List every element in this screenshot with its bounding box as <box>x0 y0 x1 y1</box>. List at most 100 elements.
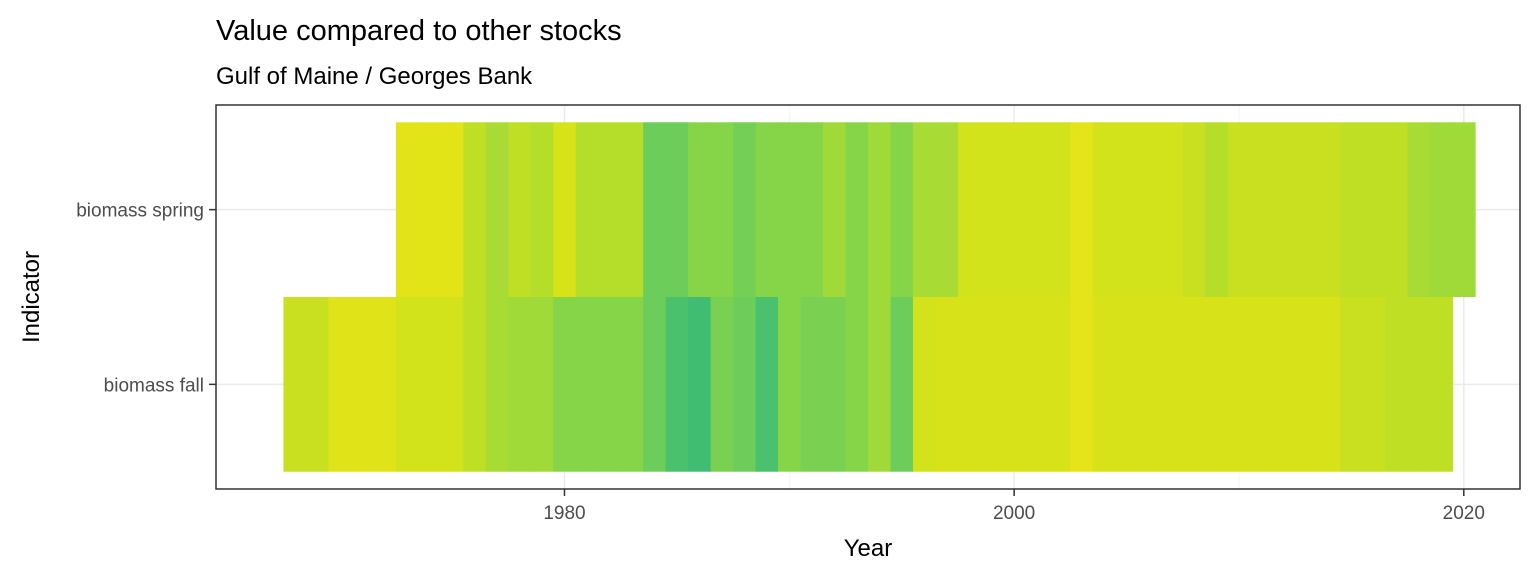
heatmap-tile <box>710 122 734 297</box>
heatmap-tile <box>440 122 464 297</box>
heatmap-tile <box>508 297 532 472</box>
heatmap-tile <box>463 297 487 472</box>
heatmap-tile <box>1385 297 1409 472</box>
chart-subtitle: Gulf of Maine / Georges Bank <box>216 63 533 90</box>
heatmap-tile <box>283 297 307 472</box>
heatmap-tile <box>1205 122 1229 297</box>
heatmap-tile <box>1227 297 1251 472</box>
heatmap-tile <box>1092 122 1116 297</box>
heatmap-tile <box>620 297 644 472</box>
heatmap-tile <box>935 122 959 297</box>
heatmap-tile <box>620 122 644 297</box>
heatmap-tile <box>598 297 622 472</box>
x-axis-title: Year <box>844 535 893 562</box>
heatmap-tile <box>912 297 937 472</box>
heatmap-tile <box>890 297 914 472</box>
heatmap-tile <box>1115 297 1139 472</box>
heatmap-tile <box>530 297 554 472</box>
heatmap-tile <box>1295 122 1319 297</box>
heatmap-tile <box>1025 122 1049 297</box>
heatmap-tile <box>1160 297 1184 472</box>
heatmap-tile <box>1025 297 1049 472</box>
heatmap-tile <box>1115 122 1139 297</box>
heatmap-tile <box>733 297 757 472</box>
heatmap-tile <box>890 122 914 297</box>
heatmap-tile <box>1047 297 1071 472</box>
heatmap-tile <box>1430 122 1454 297</box>
chart-title: Value compared to other stocks <box>216 15 622 47</box>
heatmap-tile <box>1317 297 1341 472</box>
heatmap-tile <box>1250 297 1274 472</box>
heatmap-tile <box>957 297 982 472</box>
heatmap-tile <box>778 122 802 297</box>
heatmap-tile <box>1340 297 1364 472</box>
heatmap-tile <box>575 297 599 472</box>
x-tick-label: 2000 <box>993 503 1035 524</box>
heatmap-tile <box>1137 297 1161 472</box>
y-axis-title: Indicator <box>18 251 45 343</box>
heatmap-tile <box>1182 297 1206 472</box>
heatmap-tile <box>350 297 374 472</box>
heatmap-tile <box>1205 297 1229 472</box>
heatmap-tile <box>395 122 419 297</box>
heatmap-tile <box>980 297 1004 472</box>
heatmap-tiles <box>283 122 1476 472</box>
heatmap-tile <box>755 297 779 472</box>
heatmap-tile <box>1430 297 1454 472</box>
heatmap-tile <box>1362 297 1386 472</box>
heatmap-tile <box>485 297 509 472</box>
heatmap-tile <box>868 297 892 472</box>
heatmap-tile <box>778 297 802 472</box>
heatmap-tile <box>1182 122 1206 297</box>
heatmap-tile <box>755 122 779 297</box>
heatmap-tile <box>733 122 757 297</box>
heatmap-tile <box>1002 297 1026 472</box>
heatmap-tile <box>530 122 554 297</box>
x-tick-label: 2020 <box>1443 503 1485 524</box>
x-axis: 1980 2000 2020 <box>543 489 1485 524</box>
heatmap-tile <box>1070 122 1094 297</box>
heatmap-tile <box>868 122 892 297</box>
heatmap-tile <box>935 297 959 472</box>
heatmap-tile <box>1340 122 1364 297</box>
heatmap-tile <box>957 122 982 297</box>
heatmap-tile <box>643 297 667 472</box>
heatmap-tile <box>1385 122 1409 297</box>
heatmap-tile <box>418 122 442 297</box>
heatmap-tile <box>553 122 577 297</box>
heatmap-tile <box>1092 297 1116 472</box>
y-tick-label: biomass fall <box>104 375 204 396</box>
heatmap-tile <box>395 297 419 472</box>
heatmap-tile <box>1002 122 1026 297</box>
heatmap-tile <box>553 297 577 472</box>
heatmap-tile <box>1407 297 1431 472</box>
heatmap-tile <box>845 297 869 472</box>
heatmap-tile <box>665 297 689 472</box>
heatmap-tile <box>688 122 712 297</box>
heatmap-tile <box>823 122 847 297</box>
heatmap-tile <box>305 297 330 472</box>
heatmap-tile <box>912 122 937 297</box>
heatmap-tile <box>1070 297 1094 472</box>
heatmap-tile <box>1407 122 1431 297</box>
heatmap-tile <box>800 297 824 472</box>
heatmap-tile <box>463 122 487 297</box>
heatmap-tile <box>1295 297 1319 472</box>
heatmap-tile <box>1160 122 1184 297</box>
heatmap-tile <box>440 297 464 472</box>
heatmap-tile <box>1272 122 1296 297</box>
heatmap-tile <box>1362 122 1386 297</box>
heatmap-tile <box>485 122 509 297</box>
heatmap-tile <box>1317 122 1341 297</box>
heatmap-tile <box>800 122 824 297</box>
heatmap-tile <box>1227 122 1251 297</box>
heatmap-tile <box>1047 122 1071 297</box>
heatmap-tile <box>710 297 734 472</box>
x-tick-label: 1980 <box>543 503 585 524</box>
plot-border <box>215 104 1521 490</box>
y-axis: biomass fall biomass spring <box>76 201 216 396</box>
heatmap-tile <box>665 122 689 297</box>
y-tick-label: biomass spring <box>76 201 204 222</box>
heatmap-tile <box>980 122 1004 297</box>
heatmap-tile <box>823 297 847 472</box>
